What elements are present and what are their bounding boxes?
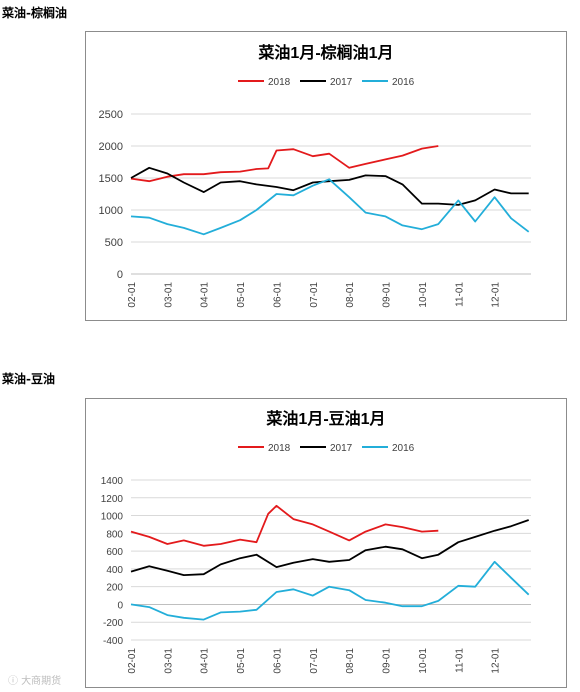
x-tick-label: 11-01 [454,282,465,307]
y-tick-label: -200 [103,618,123,629]
legend-label-2016: 2016 [392,443,415,454]
y-tick-label: 1200 [101,494,124,505]
x-tick-label: 07-01 [309,282,320,308]
x-tick-label: 10-01 [418,648,429,674]
x-tick-label: 11-01 [454,648,465,673]
x-tick-label: 06-01 [272,282,283,308]
y-tick-label: 0 [117,600,123,611]
chart-frame-rapeseed-palm: 菜油1月-棕榈油1月 2018 2017 2016 0 500 1000 1500 2000 25… [85,31,567,321]
series-line-2016 [130,178,530,236]
x-tick-label: 08-01 [345,282,356,308]
series-line-2018 [130,504,439,547]
y-tick-label: 500 [105,237,123,249]
section-heading-rapeseed-palm: 菜油-棕榈油 [2,6,67,20]
legend-label-2017: 2017 [330,77,353,88]
chart-title: 菜油1月-豆油1月 [265,409,385,428]
legend-label-2016: 2016 [392,77,415,88]
watermark-text: ⓘ 大商期货 [8,676,62,687]
y-tick-label: -400 [103,636,123,647]
chart-title: 菜油1月-棕榈油1月 [257,43,393,62]
series-line-2018 [130,145,439,183]
y-tick-label: 2500 [99,109,123,121]
series-line-2016 [130,560,530,621]
y-tick-label: 400 [106,565,123,576]
x-tick-label: 07-01 [309,648,320,674]
section-heading-rapeseed-soy: 菜油-豆油 [2,372,55,386]
y-tick-label: 0 [117,269,123,281]
y-tick-label: 600 [106,547,123,558]
series-line-2017 [130,166,529,206]
x-tick-label: 08-01 [345,648,356,674]
x-tick-label: 09-01 [382,648,393,674]
x-tick-label: 04-01 [200,282,211,308]
x-tick-label: 09-01 [382,282,393,308]
y-tick-label: 1400 [101,476,124,487]
y-tick-label: 800 [106,529,123,540]
x-tick-label: 06-01 [272,648,283,674]
chart-rapeseed-soy: 菜油1月-豆油1月 2018 2017 2016 -400 -200 0 200 400 600 8… [101,409,531,674]
y-tick-label: 1000 [101,512,124,523]
y-tick-label: 2000 [99,141,123,153]
chart-rapeseed-palm: 菜油1月-棕榈油1月 2018 2017 2016 0 500 1000 1500 2000 25… [99,43,531,308]
x-tick-label: 02-01 [127,648,138,674]
x-tick-label: 12-01 [491,282,502,308]
x-tick-label: 10-01 [418,282,429,308]
x-tick-label: 04-01 [200,648,211,674]
legend-label-2017: 2017 [330,443,353,454]
legend-label-2018: 2018 [268,77,291,88]
y-tick-label: 1500 [99,173,123,185]
x-tick-label: 03-01 [163,282,174,308]
legend-label-2018: 2018 [268,443,291,454]
series-line-2017 [130,519,529,577]
x-tick-label: 05-01 [236,648,247,674]
x-tick-label: 03-01 [163,648,174,674]
y-tick-label: 1000 [99,205,123,217]
x-tick-label: 12-01 [491,648,502,674]
chart-frame-rapeseed-soy: 菜油1月-豆油1月 2018 2017 2016 -400 -200 0 200 400 600 8… [85,398,567,688]
x-tick-label: 02-01 [127,282,138,308]
y-tick-label: 200 [106,583,123,594]
x-tick-label: 05-01 [236,282,247,308]
